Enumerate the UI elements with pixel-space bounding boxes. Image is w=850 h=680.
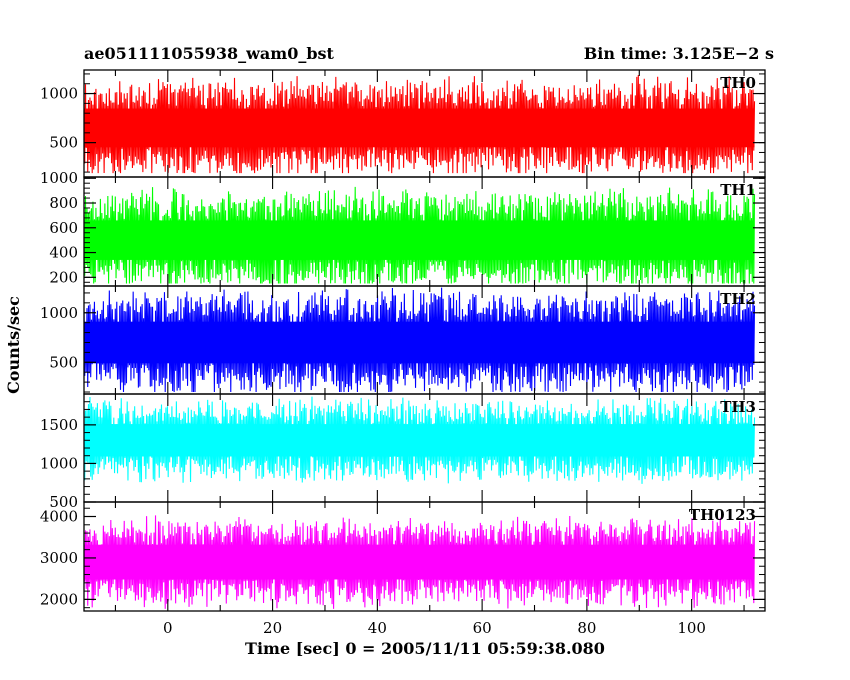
series-label-th2: TH2 (720, 290, 756, 308)
y-tick-label: 200 (49, 268, 78, 286)
x-tick-label: 20 (263, 619, 282, 637)
series-label-th3: TH3 (720, 398, 756, 416)
series-line-th1 (83, 186, 756, 284)
series-band-th0 (84, 108, 755, 148)
series-band-th3 (84, 424, 755, 457)
series-band-th1 (84, 220, 755, 260)
panels: 5001000TH02004006008001000TH15001000TH25… (40, 69, 766, 612)
y-tick-label: 500 (49, 493, 78, 511)
panel-th2: 500 1000 TH2 (40, 285, 766, 395)
series-band-th2 (84, 321, 755, 364)
y-tick-label: 1500 (40, 416, 78, 434)
panel-th0: 500 1000 TH0 (40, 69, 766, 178)
x-tick-label: 0 (163, 619, 173, 637)
y-axis-label: Counts/sec (4, 296, 23, 394)
x-axis-label: Time [sec] 0 = 2005/11/11 05:59:38.080 (245, 639, 605, 658)
chart-title: ae051111055938_wam0_bst (84, 44, 335, 63)
x-tick-label: 40 (368, 619, 387, 637)
x-axis: 0 20 40 60 80 100 (163, 619, 706, 637)
series-line-th2 (83, 287, 756, 393)
y-tick-label: 3000 (40, 549, 78, 567)
x-tick-label: 60 (473, 619, 492, 637)
y-tick-label: 500 (49, 353, 78, 371)
y-tick-label: 400 (49, 244, 78, 262)
y-tick-label: 1000 (40, 169, 78, 187)
y-tick-label: 600 (49, 219, 78, 237)
y-tick-label: 800 (49, 194, 78, 212)
bin-time-label: Bin time: 3.125E−2 s (584, 44, 774, 63)
x-tick-label: 100 (677, 619, 706, 637)
y-tick-label: 1000 (40, 85, 78, 103)
x-tick-label: 80 (577, 619, 596, 637)
y-tick-label: 1000 (40, 454, 78, 472)
y-tick-label: 2000 (40, 590, 78, 608)
series-band-th0123 (84, 544, 755, 580)
series-label-th1: TH1 (720, 181, 756, 199)
series-label-th0: TH0 (720, 74, 756, 92)
series-line-th3 (83, 396, 756, 484)
y-tick-label: 500 (49, 134, 78, 152)
panel-frame (83, 501, 766, 612)
y-tick-label: 4000 (40, 508, 78, 526)
panel-th3: 500 1000 1500 TH3 (40, 393, 766, 511)
y-tick-label: 1000 (40, 304, 78, 322)
series-label-th0123: TH0123 (689, 506, 756, 524)
panel-th1: 200 400 600 800 1000 TH1 (40, 169, 766, 287)
panel-th0123: 2000 3000 4000 TH0123 (40, 501, 766, 612)
